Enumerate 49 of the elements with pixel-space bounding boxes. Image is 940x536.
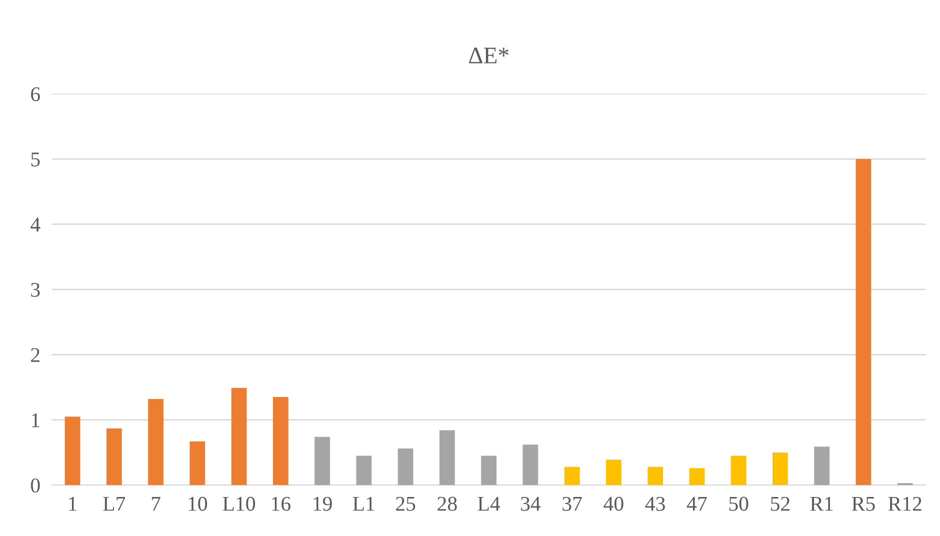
bar [148, 399, 164, 486]
bar [190, 441, 206, 486]
x-tick-label: L4 [478, 496, 500, 511]
x-tick-label: 16 [272, 496, 290, 511]
bar [772, 452, 788, 486]
y-tick-label: 5 [31, 152, 40, 166]
x-tick-label: 19 [314, 496, 332, 511]
x-tick-label: 28 [438, 496, 457, 511]
bar [439, 430, 455, 486]
y-tick-label: 6 [31, 87, 40, 102]
x-tick-label: 50 [729, 496, 748, 511]
x-tick-label: 52 [770, 496, 790, 511]
bar [522, 444, 538, 486]
y-tick-label: 4 [30, 218, 40, 232]
x-tick-label: 7 [152, 497, 160, 511]
bar [231, 388, 247, 486]
x-tick-label: 34 [521, 496, 541, 511]
bar [564, 466, 580, 486]
bar [106, 428, 122, 486]
x-tick-label: 43 [645, 496, 665, 511]
bar [398, 448, 414, 486]
chart-title: ΔE* [468, 48, 508, 64]
bar [64, 416, 80, 486]
y-tick-label: 2 [31, 348, 40, 362]
x-tick-label: R12 [888, 496, 922, 511]
x-tick-label: 47 [686, 496, 707, 511]
x-tick-label: R1 [810, 496, 833, 511]
y-tick-label: 0 [30, 478, 40, 493]
bar [481, 456, 496, 486]
bar [314, 436, 330, 486]
x-tick-label: R5 [852, 497, 875, 511]
bar [856, 159, 872, 486]
bar [814, 446, 830, 486]
x-tick-label: 1 [69, 496, 76, 511]
bar [606, 460, 622, 486]
x-tick-label: L7 [103, 497, 126, 511]
bar [730, 456, 746, 486]
x-tick-label: 40 [604, 496, 624, 511]
bar [689, 468, 705, 486]
x-tick-label: 25 [396, 496, 416, 511]
bar [356, 456, 372, 486]
x-tick-label: 10 [188, 496, 208, 511]
y-tick-label: 3 [31, 282, 40, 297]
bar [272, 397, 288, 486]
y-tick-label: 1 [32, 413, 40, 428]
x-tick-label: L10 [222, 496, 256, 511]
x-tick-label: L1 [352, 496, 374, 511]
x-tick-label: 37 [562, 496, 582, 511]
bar [648, 466, 664, 486]
